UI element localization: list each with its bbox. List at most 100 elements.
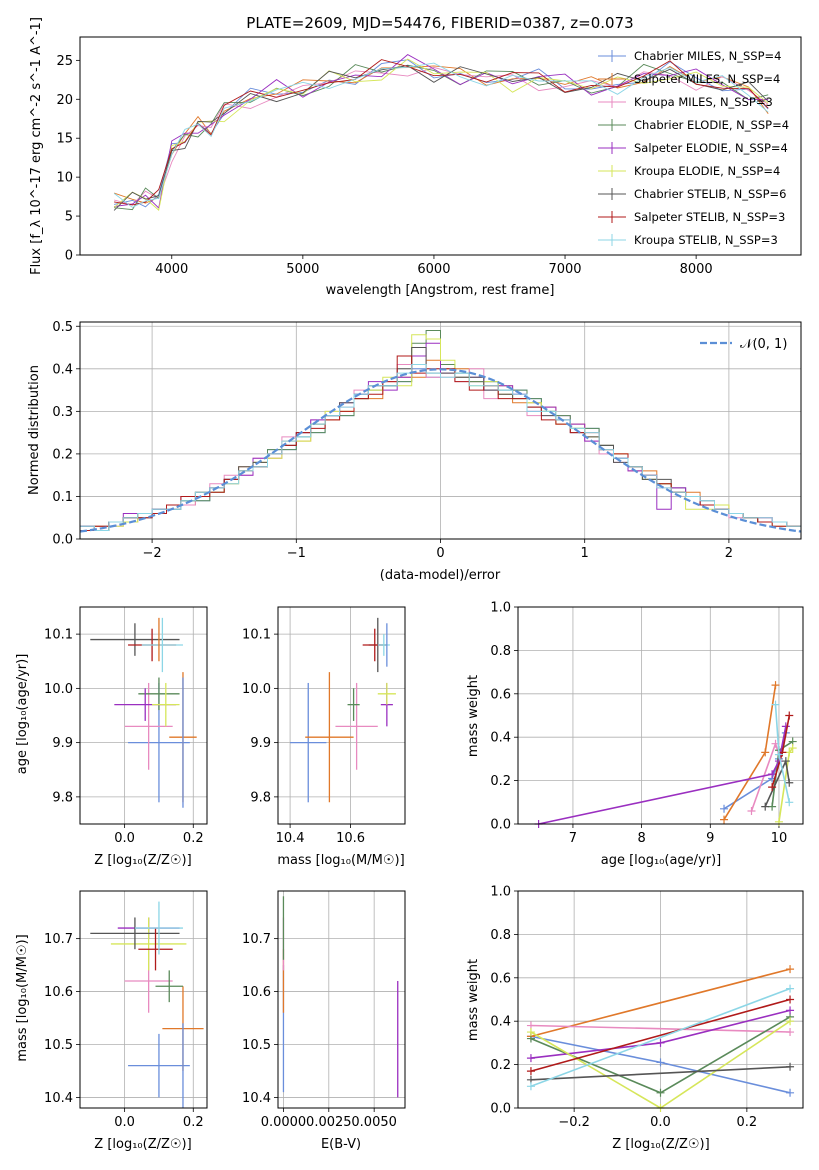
age-mass-xtick-label: 10.4	[276, 831, 305, 846]
weight-age-ytick-label: 0.2	[490, 774, 511, 789]
residual-xlabel: (data-model)/error	[380, 568, 501, 583]
spectrum-xlabel: wavelength [Angstrom, rest frame]	[326, 283, 555, 298]
weight-age-ytick-label: 0.8	[490, 644, 511, 659]
mass-ebv-ytick-label: 10.7	[242, 932, 271, 947]
weight-z-xtick-label: 0.0	[650, 1115, 671, 1130]
residual-xtick-label: −1	[287, 546, 306, 561]
spectrum-ytick-label: 5	[65, 210, 73, 225]
weight-z-series-line	[530, 1066, 791, 1081]
mass-z-axes: 0.0 0.2 10.4 10.5 10.6 10.7	[44, 891, 207, 1130]
age-z-axes: 0.0 0.2 9.8 9.9 10.0 10.1	[44, 607, 207, 846]
mass-z-xlabel: Z [log₁₀(Z/Z☉)]	[94, 1137, 191, 1152]
weight-z-point-marker	[526, 1054, 535, 1063]
weight-z-point-marker	[526, 1067, 535, 1076]
spectrum-legend-label: Kroupa STELIB, N_SSP=3	[634, 233, 778, 247]
spectrum-xtick-label: 8000	[680, 262, 713, 277]
residual-legend-label: 𝒩(0, 1)	[740, 337, 787, 352]
residual-ylabel: Normed distribution	[27, 365, 42, 495]
spectrum-frame	[79, 36, 802, 256]
spectrum-title: PLATE=2609, MJD=54476, FIBERID=0387, z=0…	[246, 14, 633, 32]
spectrum-ytick-label: 25	[56, 54, 73, 69]
weight-age-point-marker	[785, 748, 794, 757]
age-mass-axes: 10.4 10.6 9.8 9.9 10.0 10.1	[242, 607, 405, 846]
mass-z-ytick-label: 10.5	[44, 1038, 73, 1053]
spectrum-legend: Chabrier MILES, N_SSP=4 Salpeter MILES, N…	[598, 49, 789, 247]
age-mass-ytick-label: 10.0	[242, 682, 271, 697]
residual-histogram	[80, 364, 801, 531]
weight-z-point-marker	[656, 1058, 665, 1067]
weight-z-frame	[517, 890, 804, 1109]
weight-age-point-marker	[768, 770, 777, 779]
mass-z-errorbars	[90, 901, 204, 1108]
weight-age-point-marker	[747, 806, 756, 815]
age-z-ytick-label: 9.8	[52, 790, 73, 805]
weight-age-point-marker	[768, 783, 777, 792]
weight-z-series-line	[530, 1024, 791, 1033]
age-mass-ytick-label: 9.9	[250, 736, 271, 751]
weight-age-xtick-label: 9	[706, 831, 714, 846]
spectrum-xtick-label: 7000	[548, 262, 581, 277]
weight-z-ytick-label: 1.0	[490, 885, 511, 900]
age-mass-ytick-label: 9.8	[250, 790, 271, 805]
weight-z-point-marker	[656, 1088, 665, 1097]
spectrum-legend-label: Salpeter MILES, N_SSP=4	[634, 72, 780, 86]
spectrum-series-line	[114, 63, 769, 211]
weight-z-ylabel: mass weight	[466, 959, 481, 1041]
residual-histograms	[79, 330, 802, 533]
spectrum-axes: 4000 5000 6000 7000 8000 0 5 10 15 20 25	[56, 54, 712, 277]
spectrum-legend-label: Kroupa MILES, N_SSP=3	[634, 95, 773, 109]
weight-age-axes: 7 8 9 10 0.0 0.2 0.4 0.6 0.8 1.0	[490, 601, 803, 846]
weight-z-ytick-label: 0.0	[490, 1102, 511, 1117]
weight-z-xtick-label: −0.2	[558, 1115, 590, 1130]
weight-z-point-marker	[786, 984, 795, 993]
weight-age-point-marker	[771, 681, 780, 690]
weight-age-point-marker	[761, 802, 770, 811]
mass-z-ytick-label: 10.7	[44, 932, 73, 947]
weight-z-axes: −0.2 0.0 0.2 0.0 0.2 0.4 0.6 0.8 1.0	[490, 885, 803, 1130]
residual-xtick-label: 0	[436, 546, 444, 561]
age-mass-xtick-label: 10.6	[336, 831, 365, 846]
weight-age-point-marker	[761, 748, 770, 757]
age-z-ytick-label: 10.1	[44, 628, 73, 643]
spectrum-series-line	[113, 58, 769, 211]
weight-z-point-marker	[786, 1088, 795, 1097]
weight-age-point-marker	[720, 815, 729, 824]
spectrum-series-line	[114, 59, 769, 206]
weight-age-lines	[534, 681, 797, 828]
spectrum-xtick-label: 4000	[155, 262, 188, 277]
residual-ytick-label: 0.1	[52, 490, 73, 505]
residual-axes: −2 −1 0 1 2 0.0 0.1 0.2 0.3 0.4 0.5	[52, 320, 801, 561]
weight-z-point-marker	[786, 1006, 795, 1015]
weight-z-ytick-label: 0.6	[490, 971, 511, 986]
weight-z-point-marker	[786, 1017, 795, 1026]
mass-z-ylabel: mass [log₁₀(M/M☉)]	[15, 934, 30, 1061]
weight-z-ytick-label: 0.4	[490, 1015, 511, 1030]
age-z-frame	[79, 606, 208, 825]
mass-ebv-errorbars	[282, 896, 399, 1098]
age-z-ytick-label: 10.0	[44, 682, 73, 697]
age-z-ylabel: age [log₁₀(age/yr)]	[15, 654, 30, 775]
weight-z-series-line	[530, 968, 791, 1038]
residual-normal-curve	[79, 368, 802, 533]
residual-ytick-label: 0.5	[52, 320, 73, 335]
age-z-xlabel: Z [log₁₀(Z/Z☉)]	[94, 853, 191, 868]
weight-age-point-marker	[785, 798, 794, 807]
spectrum-ytick-label: 10	[56, 171, 73, 186]
spectrum-ytick-label: 0	[65, 249, 73, 264]
weight-age-ytick-label: 0.0	[490, 818, 511, 833]
spectrum-ytick-label: 15	[56, 132, 73, 147]
weight-z-point-marker	[786, 965, 795, 974]
age-z-errorbars	[90, 617, 197, 808]
weight-age-ytick-label: 0.6	[490, 687, 511, 702]
weight-z-ytick-label: 0.8	[490, 928, 511, 943]
weight-age-point-marker	[781, 757, 790, 766]
spectrum-legend-label: Chabrier ELODIE, N_SSP=4	[634, 118, 789, 132]
age-z-ytick-label: 9.9	[52, 736, 73, 751]
age-mass-frame	[277, 606, 406, 825]
mass-z-ytick-label: 10.6	[44, 985, 73, 1000]
age-z-xtick-label: 0.0	[114, 831, 135, 846]
residual-ytick-label: 0.2	[52, 447, 73, 462]
mass-ebv-ytick-label: 10.5	[242, 1038, 271, 1053]
weight-z-point-marker	[786, 1062, 795, 1071]
